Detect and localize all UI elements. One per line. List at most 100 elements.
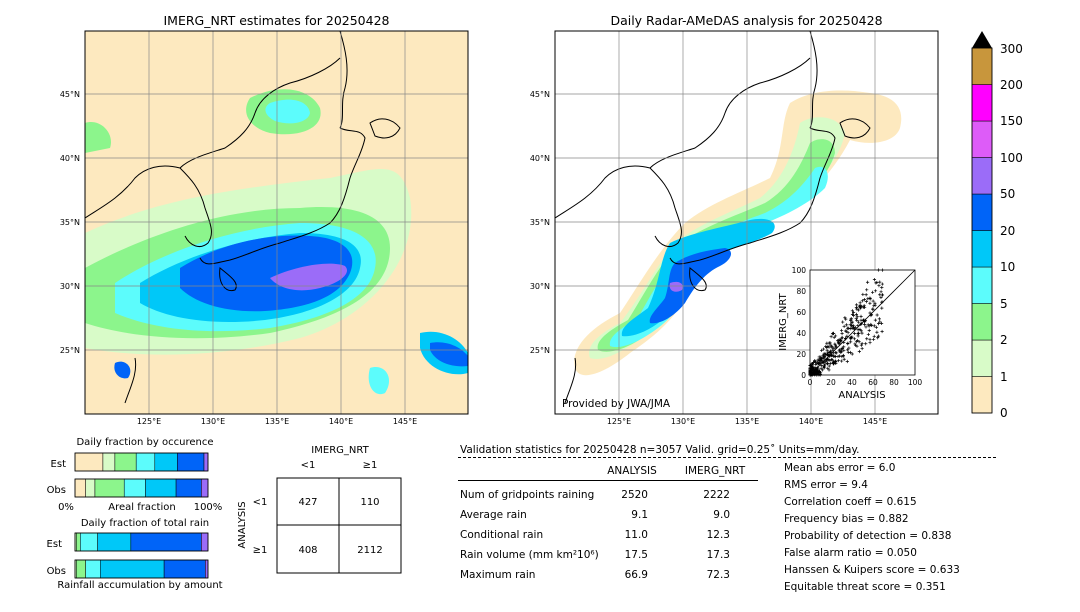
scatter-point	[861, 305, 866, 309]
bar-segment	[74, 452, 104, 472]
y-tick: 40	[796, 329, 806, 338]
bar-segment	[97, 532, 132, 552]
one-to-one-line	[809, 269, 916, 376]
stat-label: Num of gridpoints raining	[460, 489, 595, 501]
scatter-point	[837, 342, 841, 346]
scatter-point	[826, 362, 830, 366]
cbar-label: 200	[1000, 78, 1023, 92]
scatter-point	[851, 310, 856, 315]
scatter-point	[809, 365, 813, 369]
scatter-point	[839, 350, 843, 355]
stat-imerg: 2222	[703, 489, 730, 501]
scatter-point	[872, 337, 876, 341]
scatter-point	[813, 358, 817, 363]
scatter-point	[874, 281, 878, 285]
scatter-point	[822, 357, 826, 361]
scatter-point	[871, 290, 875, 294]
accumulation-chart: Est Obs	[47, 532, 209, 579]
y-tick: 0	[801, 371, 806, 380]
scatter-point	[859, 318, 863, 322]
scatter-point	[838, 354, 842, 358]
scatter-point	[831, 361, 835, 365]
map-frame	[84, 30, 469, 415]
scatter-point	[853, 342, 857, 346]
scatter-point	[846, 331, 850, 335]
scatter-point	[834, 360, 838, 364]
scatter-point	[865, 280, 870, 284]
bar-segment	[114, 452, 137, 472]
stat-label: Maximum rain	[460, 569, 536, 581]
scatter-point	[842, 345, 846, 349]
bar-segment	[102, 452, 116, 472]
lat-tick: 40°N	[60, 154, 80, 163]
scatter-point	[871, 299, 875, 303]
scatter-point	[857, 304, 861, 308]
scatter-point	[852, 337, 857, 341]
scatter-point	[838, 348, 842, 352]
scatter-point	[828, 349, 833, 353]
stat-label: Conditional rain	[460, 529, 544, 541]
y-tick: 100	[792, 266, 807, 275]
scatter-point	[847, 346, 851, 350]
scatter-point	[880, 329, 884, 334]
scatter-xlabel: ANALYSIS	[838, 390, 885, 401]
scatter-point	[809, 368, 813, 373]
lon-tick: 130°E	[671, 417, 695, 426]
scatter-point	[879, 321, 884, 325]
scatter-point	[841, 320, 845, 324]
x-tick: 0	[808, 378, 813, 387]
cbar-label: 300	[1000, 42, 1023, 56]
scatter-point	[817, 361, 822, 365]
scatter-point	[854, 312, 859, 316]
scatter-point	[840, 354, 844, 359]
scatter-point	[854, 317, 858, 321]
scatter-point	[825, 361, 829, 365]
scatter-point	[856, 308, 861, 312]
scatter-point	[876, 322, 881, 326]
stat-imerg: 17.3	[706, 549, 730, 561]
scatter-point	[833, 334, 838, 338]
scatter-point	[871, 307, 875, 312]
col-imerg: IMERG_NRT	[684, 465, 746, 477]
lon-tick: 145°E	[863, 417, 887, 426]
occurrence-title: Daily fraction by occurence	[76, 437, 214, 448]
scatter-point	[819, 367, 823, 371]
scatter-point	[839, 328, 844, 333]
scatter-point	[872, 304, 876, 308]
scatter-point	[877, 284, 881, 288]
contingency-title: IMERG_NRT	[311, 445, 369, 456]
accumulation-title: Daily fraction of total rain	[80, 518, 210, 529]
scatter-point	[849, 317, 853, 321]
x-tick: 60	[868, 378, 878, 387]
scatter-point	[860, 299, 864, 303]
validation-header: Validation statistics for 20250428 n=305…	[460, 444, 860, 456]
score-hk: Hanssen & Kuipers score = 0.633	[784, 564, 960, 576]
scatter-point	[842, 357, 846, 361]
lon-tick: 145°E	[393, 417, 417, 426]
scatter-point	[849, 335, 853, 340]
scatter-point	[880, 293, 885, 297]
scatter-point	[867, 328, 871, 332]
lat-tick: 35°N	[60, 218, 80, 227]
scatter-point	[873, 318, 877, 322]
x-tick: 100	[908, 378, 923, 387]
scatter-point	[852, 324, 856, 328]
x-tick: 80	[889, 378, 899, 387]
bar-segment	[201, 532, 209, 552]
scatter-point	[872, 324, 876, 328]
scatter-point	[876, 268, 881, 272]
scatter-point	[842, 324, 846, 328]
scatter-point	[827, 364, 831, 368]
scatter-point	[837, 358, 841, 363]
scatter-point	[850, 324, 854, 328]
scatter-point	[832, 346, 836, 351]
colorbar-box	[971, 157, 993, 195]
scatter-point	[878, 320, 882, 324]
left-map-title: IMERG_NRT estimates for 20250428	[163, 13, 390, 28]
stat-imerg: 9.0	[713, 509, 730, 521]
scatter-point	[836, 339, 840, 343]
bar-segment	[76, 559, 86, 579]
scatter-point	[846, 350, 850, 354]
col-analysis: ANALYSIS	[607, 465, 657, 477]
scatter-point	[833, 342, 837, 346]
